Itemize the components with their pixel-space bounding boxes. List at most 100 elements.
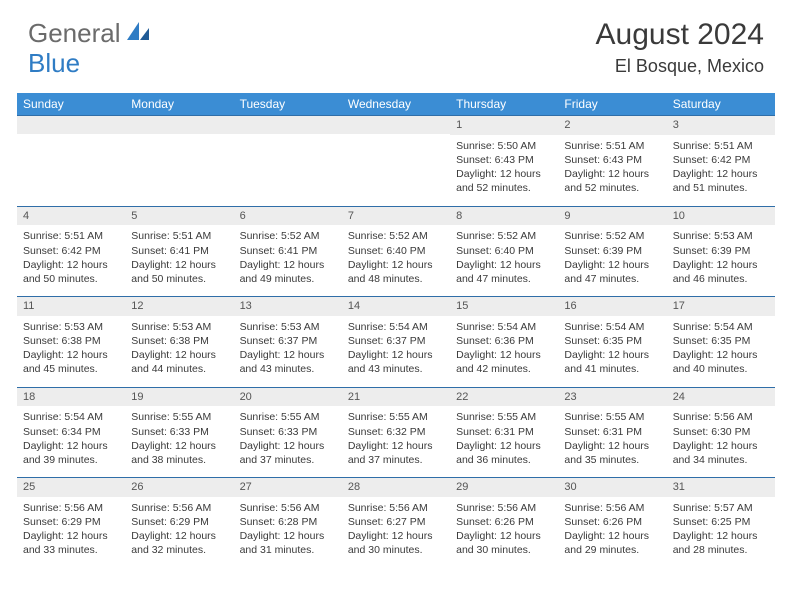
day-body: Sunrise: 5:53 AMSunset: 6:38 PMDaylight:…: [125, 316, 233, 387]
day-number: 29: [450, 478, 558, 497]
day-cell: 24Sunrise: 5:56 AMSunset: 6:30 PMDayligh…: [667, 387, 775, 478]
daylight-line: Daylight: 12 hours and 31 minutes.: [240, 529, 336, 557]
week-row: 4Sunrise: 5:51 AMSunset: 6:42 PMDaylight…: [17, 206, 775, 297]
sunset-line: Sunset: 6:34 PM: [23, 425, 119, 439]
day-number: 17: [667, 297, 775, 316]
daylight-line: Daylight: 12 hours and 50 minutes.: [23, 258, 119, 286]
week-row: 25Sunrise: 5:56 AMSunset: 6:29 PMDayligh…: [17, 478, 775, 568]
sunrise-line: Sunrise: 5:56 AM: [673, 410, 769, 424]
day-number: 15: [450, 297, 558, 316]
sunset-line: Sunset: 6:37 PM: [240, 334, 336, 348]
sunrise-line: Sunrise: 5:53 AM: [673, 229, 769, 243]
day-number: 21: [342, 388, 450, 407]
day-number: 18: [17, 388, 125, 407]
day-cell: 9Sunrise: 5:52 AMSunset: 6:39 PMDaylight…: [558, 206, 666, 297]
day-cell: 23Sunrise: 5:55 AMSunset: 6:31 PMDayligh…: [558, 387, 666, 478]
day-number: 30: [558, 478, 666, 497]
sunrise-line: Sunrise: 5:56 AM: [348, 501, 444, 515]
sunset-line: Sunset: 6:25 PM: [673, 515, 769, 529]
location: El Bosque, Mexico: [596, 56, 764, 77]
daylight-line: Daylight: 12 hours and 52 minutes.: [456, 167, 552, 195]
day-body: Sunrise: 5:56 AMSunset: 6:26 PMDaylight:…: [558, 497, 666, 568]
day-number: [125, 116, 233, 134]
day-cell: [125, 116, 233, 207]
day-number: 12: [125, 297, 233, 316]
daylight-line: Daylight: 12 hours and 30 minutes.: [348, 529, 444, 557]
daylight-line: Daylight: 12 hours and 39 minutes.: [23, 439, 119, 467]
logo: General: [28, 18, 151, 49]
day-number: 19: [125, 388, 233, 407]
day-cell: 26Sunrise: 5:56 AMSunset: 6:29 PMDayligh…: [125, 478, 233, 568]
daylight-line: Daylight: 12 hours and 49 minutes.: [240, 258, 336, 286]
calendar-table: Sunday Monday Tuesday Wednesday Thursday…: [17, 93, 775, 568]
daylight-line: Daylight: 12 hours and 43 minutes.: [348, 348, 444, 376]
day-cell: 6Sunrise: 5:52 AMSunset: 6:41 PMDaylight…: [234, 206, 342, 297]
sunset-line: Sunset: 6:43 PM: [564, 153, 660, 167]
sunset-line: Sunset: 6:35 PM: [564, 334, 660, 348]
day-cell: 3Sunrise: 5:51 AMSunset: 6:42 PMDaylight…: [667, 116, 775, 207]
day-cell: 29Sunrise: 5:56 AMSunset: 6:26 PMDayligh…: [450, 478, 558, 568]
week-row: 1Sunrise: 5:50 AMSunset: 6:43 PMDaylight…: [17, 116, 775, 207]
day-header-row: Sunday Monday Tuesday Wednesday Thursday…: [17, 93, 775, 116]
day-cell: 7Sunrise: 5:52 AMSunset: 6:40 PMDaylight…: [342, 206, 450, 297]
day-number: 20: [234, 388, 342, 407]
daylight-line: Daylight: 12 hours and 37 minutes.: [240, 439, 336, 467]
day-number: 26: [125, 478, 233, 497]
sunset-line: Sunset: 6:39 PM: [564, 244, 660, 258]
sunrise-line: Sunrise: 5:53 AM: [240, 320, 336, 334]
day-body: Sunrise: 5:52 AMSunset: 6:40 PMDaylight:…: [450, 225, 558, 296]
day-cell: 10Sunrise: 5:53 AMSunset: 6:39 PMDayligh…: [667, 206, 775, 297]
col-thursday: Thursday: [450, 93, 558, 116]
day-number: 9: [558, 207, 666, 226]
day-body: Sunrise: 5:54 AMSunset: 6:36 PMDaylight:…: [450, 316, 558, 387]
col-sunday: Sunday: [17, 93, 125, 116]
day-cell: 21Sunrise: 5:55 AMSunset: 6:32 PMDayligh…: [342, 387, 450, 478]
sunset-line: Sunset: 6:27 PM: [348, 515, 444, 529]
sunrise-line: Sunrise: 5:56 AM: [564, 501, 660, 515]
sunset-line: Sunset: 6:38 PM: [23, 334, 119, 348]
daylight-line: Daylight: 12 hours and 45 minutes.: [23, 348, 119, 376]
daylight-line: Daylight: 12 hours and 48 minutes.: [348, 258, 444, 286]
sunset-line: Sunset: 6:43 PM: [456, 153, 552, 167]
day-body: Sunrise: 5:55 AMSunset: 6:33 PMDaylight:…: [125, 406, 233, 477]
sunset-line: Sunset: 6:30 PM: [673, 425, 769, 439]
sunrise-line: Sunrise: 5:55 AM: [131, 410, 227, 424]
sunset-line: Sunset: 6:42 PM: [673, 153, 769, 167]
daylight-line: Daylight: 12 hours and 35 minutes.: [564, 439, 660, 467]
day-number: 1: [450, 116, 558, 135]
daylight-line: Daylight: 12 hours and 38 minutes.: [131, 439, 227, 467]
day-cell: [342, 116, 450, 207]
day-number: 31: [667, 478, 775, 497]
sunrise-line: Sunrise: 5:51 AM: [673, 139, 769, 153]
day-body: Sunrise: 5:52 AMSunset: 6:40 PMDaylight:…: [342, 225, 450, 296]
day-number: 27: [234, 478, 342, 497]
sunrise-line: Sunrise: 5:54 AM: [23, 410, 119, 424]
day-number: 8: [450, 207, 558, 226]
day-cell: 30Sunrise: 5:56 AMSunset: 6:26 PMDayligh…: [558, 478, 666, 568]
sunrise-line: Sunrise: 5:54 AM: [564, 320, 660, 334]
day-cell: [234, 116, 342, 207]
day-body: Sunrise: 5:55 AMSunset: 6:31 PMDaylight:…: [450, 406, 558, 477]
day-cell: 25Sunrise: 5:56 AMSunset: 6:29 PMDayligh…: [17, 478, 125, 568]
day-body: Sunrise: 5:55 AMSunset: 6:33 PMDaylight:…: [234, 406, 342, 477]
daylight-line: Daylight: 12 hours and 28 minutes.: [673, 529, 769, 557]
day-cell: 18 Sunrise: 5:54 AMSunset: 6:34 PMDayligh…: [17, 387, 125, 478]
day-cell: 31Sunrise: 5:57 AMSunset: 6:25 PMDayligh…: [667, 478, 775, 568]
sunset-line: Sunset: 6:31 PM: [456, 425, 552, 439]
day-number: 24: [667, 388, 775, 407]
day-body: Sunrise: 5:56 AMSunset: 6:27 PMDaylight:…: [342, 497, 450, 568]
sunrise-line: Sunrise: 5:54 AM: [673, 320, 769, 334]
day-cell: 19Sunrise: 5:55 AMSunset: 6:33 PMDayligh…: [125, 387, 233, 478]
day-cell: 1 Sunrise: 5:50 AMSunset: 6:43 PMDaylight…: [450, 116, 558, 207]
sunset-line: Sunset: 6:32 PM: [348, 425, 444, 439]
day-cell: 22Sunrise: 5:55 AMSunset: 6:31 PMDayligh…: [450, 387, 558, 478]
sunset-line: Sunset: 6:35 PM: [673, 334, 769, 348]
sunrise-line: Sunrise: 5:50 AM: [456, 139, 552, 153]
sunset-line: Sunset: 6:37 PM: [348, 334, 444, 348]
daylight-line: Daylight: 12 hours and 33 minutes.: [23, 529, 119, 557]
week-row: 11Sunrise: 5:53 AMSunset: 6:38 PMDayligh…: [17, 297, 775, 388]
col-wednesday: Wednesday: [342, 93, 450, 116]
day-number: 25: [17, 478, 125, 497]
day-cell: 4Sunrise: 5:51 AMSunset: 6:42 PMDaylight…: [17, 206, 125, 297]
sunrise-line: Sunrise: 5:55 AM: [456, 410, 552, 424]
